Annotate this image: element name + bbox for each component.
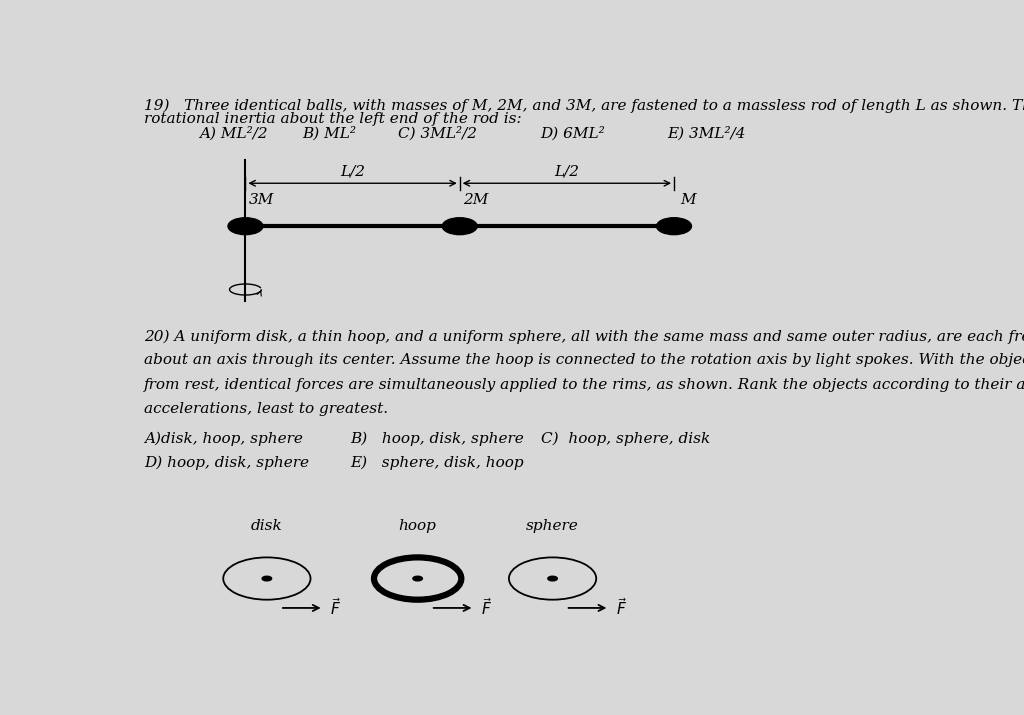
Ellipse shape — [262, 576, 271, 581]
Text: from rest, identical forces are simultaneously applied to the rims, as shown. Ra: from rest, identical forces are simultan… — [143, 378, 1024, 392]
Text: 3M: 3M — [249, 194, 274, 207]
Text: $\vec{F}$: $\vec{F}$ — [480, 598, 492, 618]
Ellipse shape — [442, 218, 477, 235]
Text: B)   hoop, disk, sphere: B) hoop, disk, sphere — [350, 432, 524, 446]
Text: accelerations, least to greatest.: accelerations, least to greatest. — [143, 402, 388, 416]
Ellipse shape — [656, 218, 691, 235]
Text: C) 3ML²/2: C) 3ML²/2 — [397, 126, 477, 140]
Text: C)  hoop, sphere, disk: C) hoop, sphere, disk — [541, 432, 710, 446]
Text: A) ML²/2: A) ML²/2 — [200, 126, 268, 140]
Text: E)   sphere, disk, hoop: E) sphere, disk, hoop — [350, 455, 524, 470]
Text: E) 3ML²/4: E) 3ML²/4 — [668, 126, 746, 140]
Text: 19)   Three identical balls, with masses of M, 2M, and 3M, are fastened to a mas: 19) Three identical balls, with masses o… — [143, 99, 1024, 113]
Text: rotational inertia about the left end of the rod is:: rotational inertia about the left end of… — [143, 112, 521, 127]
Text: D) 6ML²: D) 6ML² — [541, 126, 605, 140]
Text: about an axis through its center. Assume the hoop is connected to the rotation a: about an axis through its center. Assume… — [143, 353, 1024, 368]
Text: $\vec{F}$: $\vec{F}$ — [330, 598, 341, 618]
Text: $\vec{F}$: $\vec{F}$ — [615, 598, 627, 618]
Text: disk: disk — [251, 518, 283, 533]
Text: M: M — [680, 194, 696, 207]
Text: A)disk, hoop, sphere: A)disk, hoop, sphere — [143, 432, 303, 446]
Text: L/2: L/2 — [340, 165, 366, 179]
Text: B) ML²: B) ML² — [303, 126, 356, 140]
Text: D) hoop, disk, sphere: D) hoop, disk, sphere — [143, 455, 309, 470]
Text: 20) A uniform disk, a thin hoop, and a uniform sphere, all with the same mass an: 20) A uniform disk, a thin hoop, and a u… — [143, 329, 1024, 343]
Ellipse shape — [228, 218, 263, 235]
Text: L/2: L/2 — [554, 165, 580, 179]
Ellipse shape — [548, 576, 557, 581]
Text: hoop: hoop — [398, 518, 436, 533]
Text: 2M: 2M — [463, 194, 488, 207]
Ellipse shape — [413, 576, 423, 581]
Text: sphere: sphere — [526, 518, 579, 533]
